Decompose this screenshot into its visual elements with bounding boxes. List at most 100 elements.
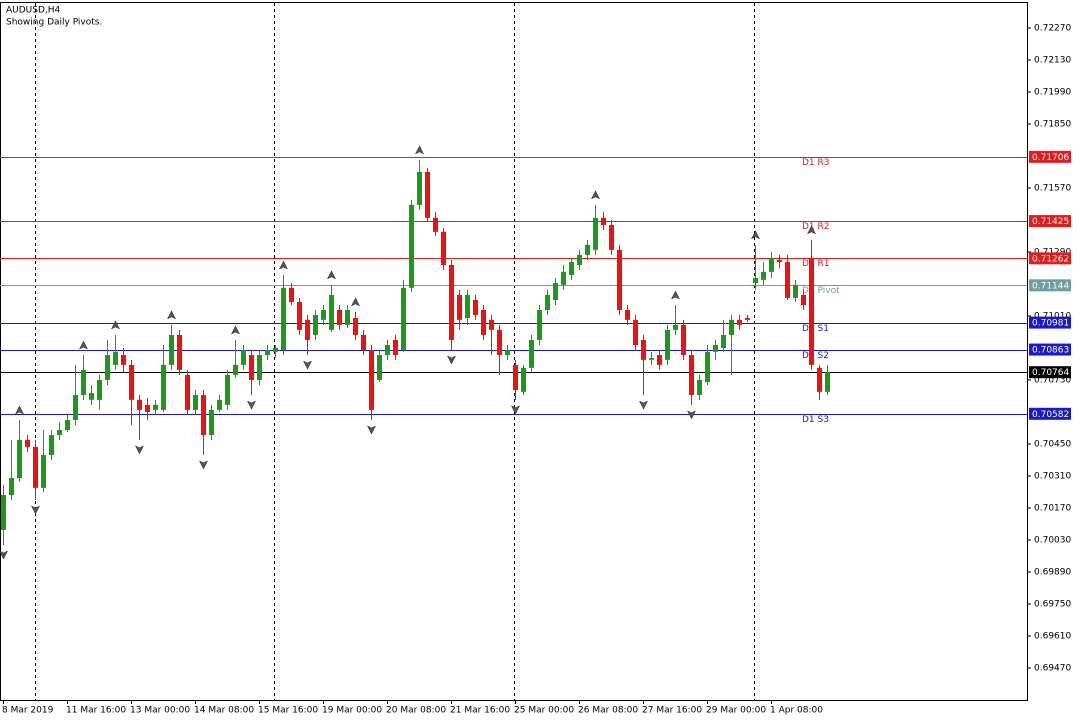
fractal-up [806, 225, 817, 235]
candle-body [41, 454, 46, 488]
fractal-down [686, 410, 697, 420]
candle-body [433, 217, 438, 232]
fractal-down [302, 360, 313, 370]
price-label: 0.71262 [1032, 254, 1069, 264]
candle-body [817, 367, 822, 392]
candle-body [785, 262, 790, 298]
candle-body [737, 319, 742, 325]
candle-body [625, 310, 630, 320]
fractal-down [510, 405, 521, 415]
candle-body [777, 259, 782, 263]
candle-body [729, 319, 734, 335]
price-label: 0.71425 [1032, 217, 1069, 227]
candle-body [481, 310, 486, 335]
candle-body [257, 355, 262, 380]
price-label-box [1029, 343, 1071, 356]
candle-body [569, 262, 574, 276]
candle-body [201, 395, 206, 436]
candle-body [641, 339, 646, 360]
y-tick-label: 0.69470 [1034, 663, 1071, 673]
candle-body [81, 369, 86, 396]
candle-body [769, 257, 774, 272]
candle-body [313, 315, 318, 335]
fractal-down [446, 355, 457, 365]
candle-body [393, 339, 398, 356]
candle-body [657, 355, 662, 365]
y-tick-label: 0.69750 [1034, 599, 1071, 609]
candle-body [561, 271, 566, 285]
fractal-down [246, 400, 257, 410]
plot-frame [0, 2, 1028, 701]
y-tick-label: 0.69610 [1034, 631, 1071, 641]
candle-body [417, 171, 422, 205]
x-tick-label: 25 Mar 00:00 [514, 706, 574, 716]
pivot-name: D1 Pivot [802, 286, 840, 296]
candle-body [809, 257, 814, 365]
candle-body [377, 355, 382, 380]
y-tick-label: 0.69890 [1034, 567, 1071, 577]
candle-body [281, 287, 286, 351]
candle-body [665, 329, 670, 360]
price-label-box [1029, 252, 1071, 265]
price-label: 0.70764 [1032, 368, 1069, 378]
candle-body [137, 399, 142, 410]
candle-body [217, 399, 222, 410]
candle-body [825, 372, 830, 392]
candle-body [617, 249, 622, 311]
price-label: 0.70582 [1032, 410, 1069, 420]
candle-body [745, 318, 750, 320]
candle-body [17, 439, 22, 479]
candle-body [489, 319, 494, 330]
x-tick-label: 26 Mar 08:00 [578, 706, 638, 716]
x-tick-label: 1 Apr 08:00 [770, 706, 823, 716]
candle-body [369, 350, 374, 410]
candle-body [633, 319, 638, 345]
fractal-up [350, 297, 361, 307]
candle-body [49, 435, 54, 455]
price-label-box [1029, 150, 1071, 163]
candle-body [233, 364, 238, 375]
candle-body [329, 294, 334, 330]
candle-body [145, 404, 150, 412]
x-tick-label: 11 Mar 16:00 [66, 706, 126, 716]
candle-body [793, 284, 798, 298]
candle-body [129, 364, 134, 400]
candle-body [673, 324, 678, 330]
chart-subtitle: Showing Daily Pivots. [6, 18, 102, 28]
candle-body [601, 217, 606, 225]
price-label: 0.71706 [1032, 153, 1069, 163]
candle-body [761, 271, 766, 280]
y-tick-label: 0.72130 [1034, 55, 1071, 65]
candle-body [113, 351, 118, 365]
fractal-up [166, 310, 177, 320]
candle-body [225, 374, 230, 405]
y-tick-label: 0.70730 [1034, 375, 1071, 385]
candle-body [65, 419, 70, 431]
candle-body [33, 446, 38, 488]
fractal-up [670, 290, 681, 300]
x-tick-label: 29 Mar 00:00 [706, 706, 766, 716]
price-label: 0.70863 [1032, 346, 1069, 356]
pivot-name: D1 S2 [802, 351, 829, 361]
candle-body [505, 350, 510, 356]
candle-body [705, 351, 710, 383]
y-tick-label: 0.71010 [1034, 311, 1071, 321]
candle-body [265, 350, 270, 356]
y-tick-label: 0.70310 [1034, 471, 1071, 481]
candle-body [105, 355, 110, 380]
candle-body [465, 294, 470, 319]
fractal-up [278, 260, 289, 270]
candle-body [801, 294, 806, 305]
fractal-down [134, 445, 145, 455]
candle-body [441, 231, 446, 265]
x-tick-label: 13 Mar 00:00 [130, 706, 190, 716]
candle-body [57, 430, 62, 436]
candle-body [73, 395, 78, 420]
candle-body [401, 287, 406, 351]
y-tick-label: 0.71850 [1034, 119, 1071, 129]
candle-body [385, 344, 390, 356]
candle-body [689, 355, 694, 396]
pivot-name: D1 R2 [802, 222, 830, 232]
candle-body [585, 244, 590, 255]
